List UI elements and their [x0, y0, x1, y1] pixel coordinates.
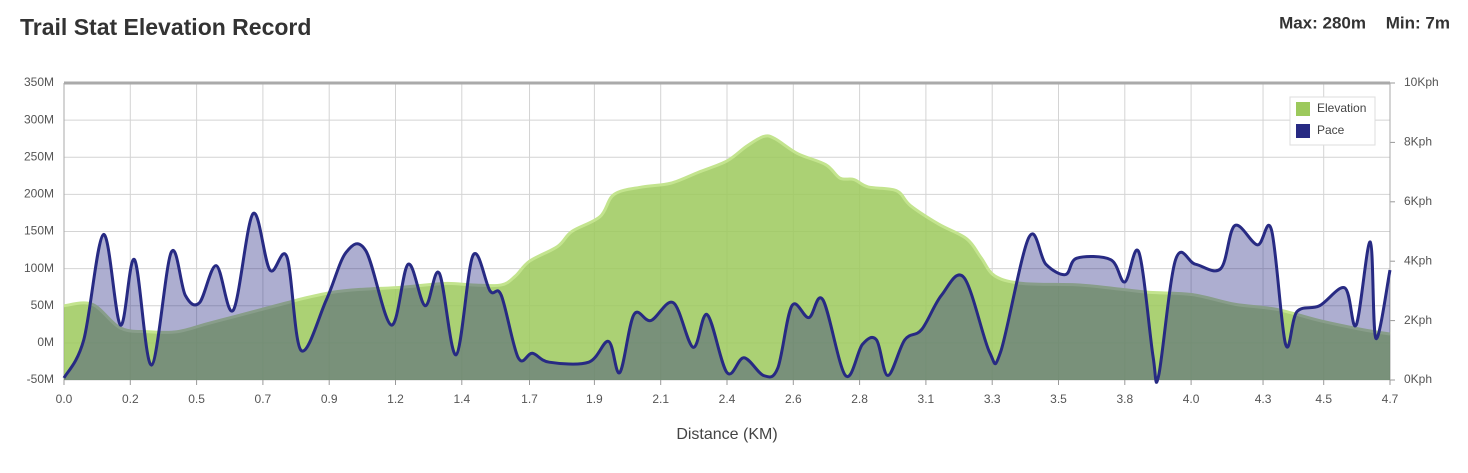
chart-title: Trail Stat Elevation Record [20, 14, 311, 40]
x-tick-label: 1.2 [387, 392, 404, 406]
y2-tick-label: 8Kph [1404, 135, 1432, 149]
x-tick-label: 3.8 [1116, 392, 1133, 406]
x-tick-label: 2.8 [851, 392, 868, 406]
x-tick-label: 1.7 [521, 392, 538, 406]
legend-label: Elevation [1317, 101, 1366, 115]
x-tick-label: 4.3 [1255, 392, 1272, 406]
x-tick-label: 3.3 [984, 392, 1001, 406]
y-tick-label: 300M [24, 112, 54, 126]
y2-tick-label: 0Kph [1404, 372, 1432, 386]
min-annotation: Min: 7m [1386, 13, 1450, 32]
max-annotation: Max: 280m [1279, 13, 1366, 32]
x-tick-label: 2.4 [719, 392, 736, 406]
x-tick-label: 1.9 [586, 392, 603, 406]
x-tick-label: 0.7 [255, 392, 272, 406]
y2-tick-label: 4Kph [1404, 253, 1432, 267]
x-tick-label: 0.9 [321, 392, 338, 406]
x-tick-label: 0.2 [122, 392, 139, 406]
y2-tick-label: 6Kph [1404, 194, 1432, 208]
y-tick-label: -50M [27, 372, 54, 386]
x-tick-label: 2.1 [652, 392, 669, 406]
y2-tick-label: 2Kph [1404, 313, 1432, 327]
legend-label: Pace [1317, 123, 1345, 137]
x-axis-title: Distance (KM) [676, 426, 777, 443]
series-line [62, 212, 1392, 384]
x-tick-label: 4.5 [1315, 392, 1332, 406]
x-tick-label: 3.5 [1050, 392, 1067, 406]
y-tick-label: 150M [24, 224, 54, 238]
y-tick-label: 250M [24, 149, 54, 163]
y-tick-label: 0M [37, 335, 54, 349]
x-tick-label: 4.7 [1382, 392, 1399, 406]
x-tick-label: 0.0 [56, 392, 73, 406]
x-tick-label: 0.5 [188, 392, 205, 406]
x-tick-label: 4.0 [1183, 392, 1200, 406]
y-tick-label: 200M [24, 187, 54, 201]
x-tick-label: 2.6 [785, 392, 802, 406]
x-tick-label: 3.1 [918, 392, 935, 406]
legend-swatch [1296, 102, 1310, 116]
legend-swatch [1296, 124, 1310, 138]
y-tick-label: 50M [31, 298, 54, 312]
area-fill [64, 213, 1390, 383]
y2-tick-label: 10Kph [1404, 75, 1439, 89]
series-line [63, 134, 1391, 336]
y-tick-label: 350M [24, 75, 54, 89]
x-tick-label: 1.4 [453, 392, 470, 406]
y-tick-label: 100M [24, 261, 54, 275]
